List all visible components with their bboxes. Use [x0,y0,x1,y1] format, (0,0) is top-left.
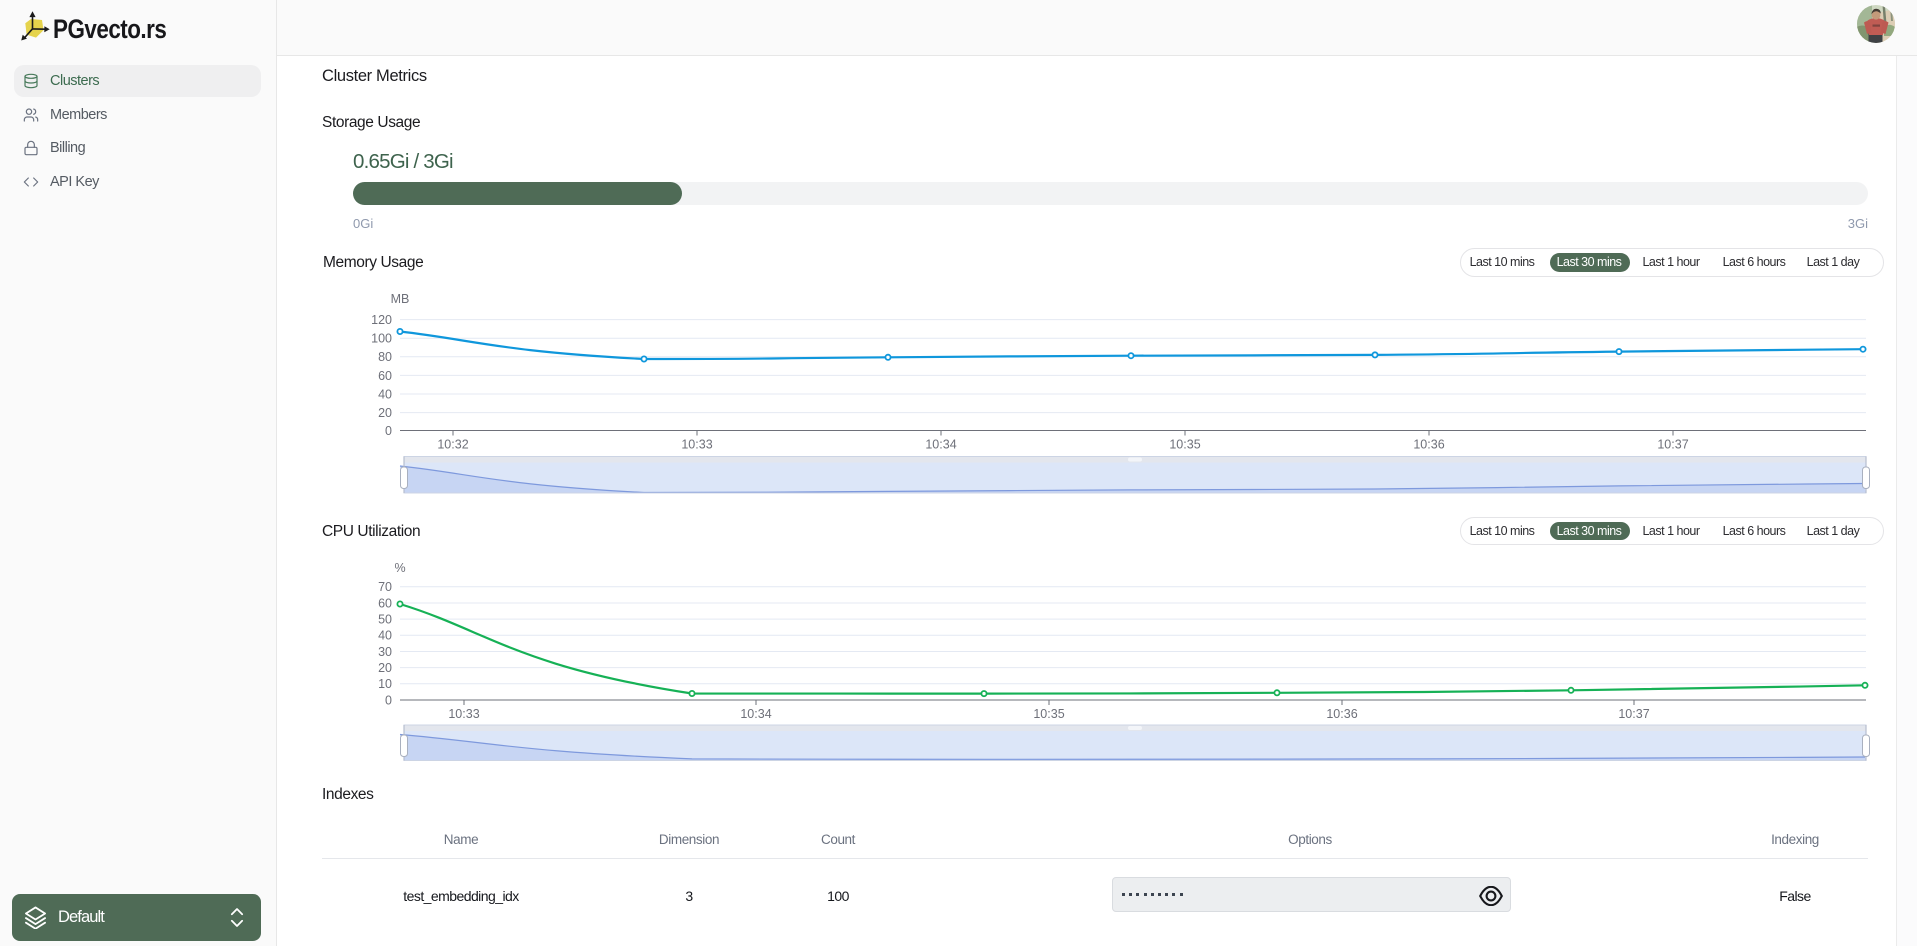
svg-text:10:37: 10:37 [1657,438,1688,452]
svg-text:10:35: 10:35 [1169,438,1200,452]
svg-text:MB: MB [391,292,410,306]
svg-text:10:34: 10:34 [925,438,956,452]
svg-text:10:37: 10:37 [1618,707,1649,721]
svg-text:50: 50 [378,613,392,627]
svg-text:40: 40 [378,629,392,643]
svg-text:40: 40 [378,387,392,401]
svg-text:%: % [394,561,405,575]
svg-text:0: 0 [385,693,392,707]
svg-text:60: 60 [378,596,392,610]
svg-text:20: 20 [378,661,392,675]
svg-text:10:33: 10:33 [681,438,712,452]
svg-text:10:35: 10:35 [1033,707,1064,721]
svg-text:30: 30 [378,645,392,659]
svg-text:10:34: 10:34 [740,707,771,721]
svg-text:10: 10 [378,677,392,691]
svg-text:10:32: 10:32 [437,438,468,452]
svg-text:0: 0 [385,424,392,438]
svg-text:10:36: 10:36 [1326,707,1357,721]
svg-text:60: 60 [378,369,392,383]
svg-text:70: 70 [378,580,392,594]
svg-text:10:36: 10:36 [1413,438,1444,452]
svg-text:20: 20 [378,406,392,420]
svg-text:100: 100 [371,332,392,346]
svg-text:80: 80 [378,350,392,364]
svg-text:10:33: 10:33 [448,707,479,721]
svg-text:120: 120 [371,313,392,327]
